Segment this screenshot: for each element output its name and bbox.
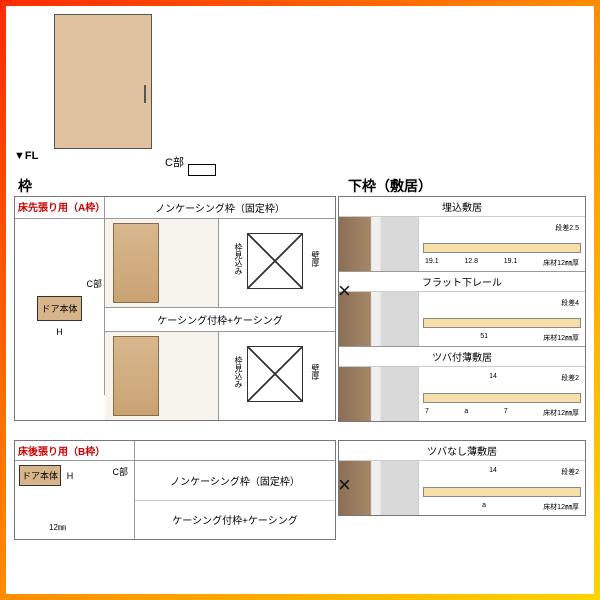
frame-b-h: H: [67, 471, 74, 481]
c-part-a: C部: [87, 277, 103, 290]
door-shape: [54, 14, 152, 149]
frame-b-opt1: ノンケーシング枠（固定枠）: [135, 461, 335, 501]
h-label: H: [56, 327, 63, 337]
sill-photo-0: [339, 217, 419, 271]
diag-label-wall-1: 壁厚: [310, 251, 321, 267]
frame-diagram-1: 枠見込み 壁厚: [219, 219, 335, 307]
sill-row-2: ツバ付薄敷居 14段差2 7a7床材12㎜厚: [339, 347, 585, 421]
diag-label-mikomi-1: 枠見込み: [233, 243, 244, 275]
diag-label-mikomi-2: 枠見込み: [233, 356, 244, 388]
frame-b-thickness: 12㎜: [49, 522, 66, 533]
frame-b-left: ドア本体 H C部 12㎜: [15, 461, 135, 539]
sill-photo-1: [339, 292, 419, 346]
door-handle: [144, 85, 146, 103]
c-part-label: C部: [165, 154, 184, 170]
door-illustration: ▼FL C部: [54, 14, 194, 170]
cross-icon-1: ×: [338, 278, 351, 304]
frame-a-header-left: 床先張り用（A枠）: [15, 197, 105, 218]
sill-b-photo: [339, 461, 419, 515]
c-part-box: [188, 164, 216, 176]
sill-diagram-0: 段差2.5 19.112.819.1床材12㎜厚: [419, 217, 585, 271]
frame-photo-1: [105, 219, 219, 307]
frame-b-opt2: ケーシング付枠+ケーシング: [135, 501, 335, 540]
sill-diagram-2: 14段差2 7a7床材12㎜厚: [419, 367, 585, 421]
frame-b-header: 床後張り用（B枠）: [15, 441, 135, 460]
sill-section-title: 下枠（敷居）: [348, 176, 432, 196]
door-body-label: ドア本体: [37, 296, 81, 321]
sill-title-2: ツバ付薄敷居: [339, 347, 585, 367]
sill-row-1: フラット下レール 段差4 51床材12㎜厚: [339, 272, 585, 347]
frame-b-cpart: C部: [113, 465, 129, 478]
sill-title-1: フラット下レール: [339, 272, 585, 292]
sill-block-b: ツバなし薄敷居 14段差2 a床材12㎜厚: [338, 440, 586, 516]
sill-diagram-1: 段差4 51床材12㎜厚: [419, 292, 585, 346]
sill-photo-2: [339, 367, 419, 421]
sill-title-0: 埋込敷居: [339, 197, 585, 217]
door-body-cell: C部 ドア本体 H: [15, 219, 105, 395]
sill-b-diagram: 14段差2 a床材12㎜厚: [419, 461, 585, 515]
frame-b-dbody: ドア本体: [19, 465, 61, 486]
frame-photo-2: [105, 332, 219, 420]
frame-a-row2-title: ケーシング付枠+ケーシング: [105, 308, 335, 332]
frame-section-title: 枠: [18, 176, 32, 196]
sill-block-a: 埋込敷居 段差2.5 19.112.819.1床材12㎜厚 フラット下レール 段…: [338, 196, 586, 422]
frame-a-header-right: ノンケーシング枠（固定枠）: [105, 197, 335, 218]
frame-b-block: 床後張り用（B枠） ドア本体 H C部 12㎜ ノンケーシング枠（固定枠） ケー…: [14, 440, 336, 540]
frame-diagram-2: 枠見込み 壁厚: [219, 332, 335, 420]
frame-a-block: 床先張り用（A枠） ノンケーシング枠（固定枠） C部 ドア本体 H 枠見込み: [14, 196, 336, 421]
diag-label-wall-2: 壁厚: [310, 364, 321, 380]
cross-icon-2: ×: [338, 472, 351, 498]
sill-b-title: ツバなし薄敷居: [339, 441, 585, 461]
sill-row-0: 埋込敷居 段差2.5 19.112.819.1床材12㎜厚: [339, 197, 585, 272]
fl-label: ▼FL: [14, 150, 38, 162]
